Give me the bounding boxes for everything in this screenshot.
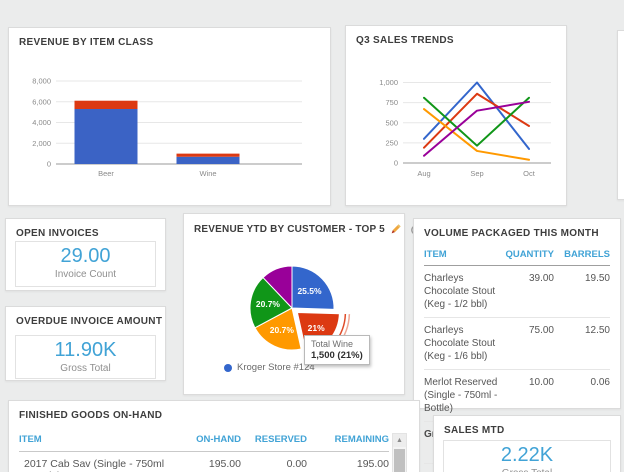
volume-table-row: Charleys Chocolate Stout (Keg - 1/6 bbl)… [424,318,610,370]
finished-goods-table-header: ITEM ON-HAND RESERVED REMAINING [19,429,389,452]
metric-box: 29.00 Invoice Count [15,241,156,287]
column-header: QUANTITY [505,249,554,260]
barrels-cell: 12.50 [584,325,610,336]
svg-text:Beer: Beer [98,169,114,178]
finished-goods-row: 2017 Cab Sav (Single - 750ml - Bottle) 1… [19,452,389,472]
panel-title: FINISHED GOODS ON-HAND [19,410,163,421]
svg-text:1,000: 1,000 [379,78,398,87]
svg-text:21%: 21% [308,323,325,333]
svg-text:250: 250 [385,138,398,147]
sales-mtd-label: Gross Total [444,467,610,472]
column-header: ITEM [19,434,42,445]
on-hand-cell: 195.00 [208,458,241,470]
vertical-scrollbar[interactable]: ▲ [392,433,407,472]
item-cell: Charleys Chocolate Stout (Keg - 1/6 bbl) [424,325,496,362]
reserved-cell: 0.00 [286,458,307,470]
panel-finished-goods: FINISHED GOODS ON-HAND ITEM ON-HAND RESE… [8,400,420,472]
svg-text:6,000: 6,000 [32,97,51,106]
panel-q3-sales-trends: Q3 SALES TRENDS 0 250 500 750 1,000 Aug Sep Oct [345,25,567,206]
panel-title: OPEN INVOICES [16,228,99,239]
svg-text:Oct: Oct [523,169,536,178]
partial-panel [617,30,624,200]
panel-revenue-by-item-class: REVENUE BY ITEM CLASS 0 2,000 4,000 6,000 8,… [8,27,331,206]
open-invoices-value: 29.00 [60,245,111,267]
quantity-cell: 75.00 [528,325,554,336]
panel-overdue-invoice-amount: OVERDUE INVOICE AMOUNT 11.90K Gross Tota… [5,306,166,381]
panel-title: OVERDUE INVOICE AMOUNT [16,316,163,327]
svg-text:Sep: Sep [470,169,483,178]
svg-text:25.5%: 25.5% [297,286,322,296]
panel-title: Q3 SALES TRENDS [356,35,454,46]
svg-text:Aug: Aug [417,169,430,178]
sales-mtd-value: 2.22K [500,444,554,466]
pie-tooltip: Total Wine 1,500 (21%) [304,335,370,365]
barrels-cell: 19.50 [584,273,610,284]
panel-title: VOLUME PACKAGED THIS MONTH [424,228,599,239]
revenue-bar-chart: 0 2,000 4,000 6,000 8,000 Beer Wine [32,77,302,178]
scrollbar-thumb[interactable] [394,449,405,472]
svg-text:20.7%: 20.7% [256,299,281,309]
column-header: ITEM [424,249,447,260]
remaining-cell: 195.00 [356,458,389,470]
svg-text:0: 0 [47,160,51,169]
panel-sales-mtd: SALES MTD 2.22K Gross Total [433,415,621,472]
column-header: BARRELS [564,249,610,260]
panel-title: REVENUE BY ITEM CLASS [19,37,154,48]
finished-goods-table: ITEM ON-HAND RESERVED REMAINING 2017 Cab… [19,429,389,472]
column-header: REMAINING [334,434,389,445]
barrels-cell: 0.06 [590,377,610,388]
volume-table-header: ITEM QUANTITY BARRELS [424,245,610,266]
pie-legend-item[interactable]: Kroger Store #124 [224,362,315,373]
quantity-cell: 39.00 [528,273,554,284]
finished-goods-rows: 2017 Cab Sav (Single - 750ml - Bottle) 1… [19,452,389,472]
panel-title: REVENUE YTD BY CUSTOMER - TOP 5 [194,224,385,235]
edit-pencil-icon[interactable] [389,223,402,236]
q3-line-chart: 0 250 500 750 1,000 Aug Sep Oct [379,78,551,178]
svg-text:20.7%: 20.7% [270,325,295,335]
open-invoices-label: Invoice Count [54,269,117,280]
tooltip-title: Total Wine [311,339,354,349]
svg-text:2,000: 2,000 [32,139,51,148]
svg-text:8,000: 8,000 [32,77,51,86]
column-header: ON-HAND [196,434,241,445]
tooltip-value: 1,500 (21%) [311,350,363,361]
quantity-cell: 10.00 [528,377,554,388]
item-cell: 2017 Cab Sav (Single - 750ml - Bottle) [24,458,165,472]
volume-table-row: Charleys Chocolate Stout (Keg - 1/2 bbl)… [424,266,610,318]
overdue-amount-value: 11.90K [54,339,117,361]
svg-text:4,000: 4,000 [32,118,51,127]
column-header: RESERVED [254,434,307,445]
scroll-up-button[interactable]: ▲ [393,434,406,447]
item-cell: Charleys Chocolate Stout (Keg - 1/2 bbl) [424,273,496,310]
item-cell: Merlot Reserved (Single - 750ml - Bottle… [424,377,498,414]
legend-dot-icon [224,363,232,372]
volume-table-rows: Charleys Chocolate Stout (Keg - 1/2 bbl)… [424,266,610,422]
panel-header: REVENUE YTD BY CUSTOMER - TOP 5 [184,214,436,236]
panel-volume-packaged: VOLUME PACKAGED THIS MONTH ITEM QUANTITY… [413,218,621,464]
panel-open-invoices: OPEN INVOICES 29.00 Invoice Count [5,218,166,291]
svg-text:500: 500 [385,118,398,127]
panel-title: SALES MTD [444,425,505,436]
svg-text:750: 750 [385,98,398,107]
overdue-amount-label: Gross Total [60,363,111,374]
svg-text:Wine: Wine [199,169,216,178]
metric-box: 2.22K Gross Total [443,440,611,472]
panel-revenue-ytd-by-customer: REVENUE YTD BY CUSTOMER - TOP 5 [183,213,436,395]
legend-label: Kroger Store #124 [237,362,315,373]
metric-box: 11.90K Gross Total [15,335,156,379]
svg-text:0: 0 [394,159,398,168]
